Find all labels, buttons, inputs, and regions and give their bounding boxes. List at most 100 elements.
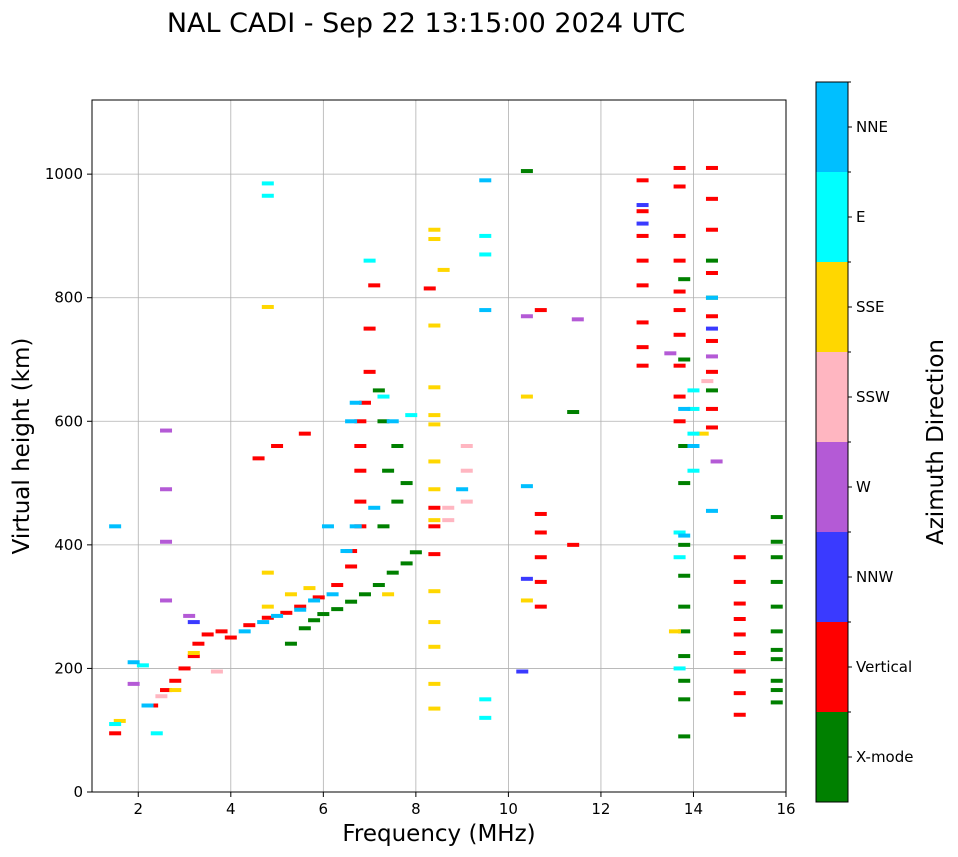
colorbar-segment <box>816 532 848 622</box>
data-point-vertical <box>636 258 649 263</box>
data-point-e <box>109 722 122 727</box>
data-point-vertical <box>673 289 686 294</box>
data-point-x-mode <box>391 499 404 504</box>
data-point-vertical <box>271 444 284 448</box>
data-point-vertical <box>673 419 686 424</box>
data-point-vertical <box>280 610 293 615</box>
data-point-vertical <box>428 505 441 510</box>
grid-lines <box>92 100 786 792</box>
data-point-nnw <box>636 203 649 208</box>
data-point-w <box>160 428 173 433</box>
data-point-vertical <box>733 650 746 655</box>
data-point-sse <box>428 422 441 427</box>
x-tick-label: 2 <box>133 800 143 818</box>
data-point-x-mode <box>409 550 422 555</box>
x-tick-label: 16 <box>776 800 795 818</box>
data-point-w <box>160 598 173 603</box>
data-point-x-mode <box>678 277 691 282</box>
data-point-sse <box>437 267 450 272</box>
x-tick-label: 10 <box>499 800 518 818</box>
data-point-vertical <box>178 666 191 671</box>
data-point-ssw <box>210 669 223 674</box>
data-point-w <box>520 314 533 319</box>
data-point-e <box>261 181 274 186</box>
colorbar-segment <box>816 82 848 172</box>
data-point-vertical <box>261 615 274 620</box>
data-point-e <box>377 394 390 399</box>
data-point-w <box>664 351 677 356</box>
data-point-ssw <box>701 379 714 384</box>
y-axis-ticks: 0 200 400 600 800 1000 <box>45 165 92 801</box>
data-point-ssw <box>460 444 473 448</box>
data-point-nne <box>456 487 469 492</box>
data-point-vertical <box>534 555 547 560</box>
data-point-vertical <box>705 406 718 411</box>
data-point-x-mode <box>284 641 297 646</box>
data-point-vertical <box>224 635 237 640</box>
data-point-vertical <box>534 308 547 313</box>
y-tick-label: 800 <box>54 289 83 307</box>
data-point-vertical <box>567 542 580 547</box>
colorbar-frame <box>815 81 849 803</box>
data-point-x-mode <box>770 539 783 544</box>
colorbar-segment <box>816 262 848 352</box>
data-point-vertical <box>705 165 718 170</box>
data-point-sse <box>284 592 297 597</box>
data-point-nne <box>479 308 492 313</box>
data-point-x-mode <box>678 573 691 578</box>
data-point-x-mode <box>391 444 404 448</box>
x-tick-label: 6 <box>319 800 329 818</box>
data-point-x-mode <box>345 599 358 604</box>
colorbar: X-mode Vertical NNW W SSW SSE E NNE <box>815 81 913 803</box>
data-point-x-mode <box>678 697 691 702</box>
data-point-nne <box>520 484 533 489</box>
data-point-w <box>127 681 140 686</box>
data-point-sse <box>303 586 316 591</box>
data-point-e <box>687 388 700 393</box>
data-point-vertical <box>201 632 214 637</box>
colorbar-title: Azimuth Direction <box>923 339 949 545</box>
data-point-vertical <box>673 258 686 263</box>
data-point-nnw <box>516 669 529 674</box>
data-point-e <box>405 413 418 418</box>
data-point-e <box>673 530 686 535</box>
colorbar-segment <box>816 172 848 262</box>
data-point-x-mode <box>770 657 783 662</box>
data-point-sse <box>696 431 709 436</box>
data-marks <box>109 165 783 739</box>
data-point-nnw <box>636 221 649 226</box>
data-point-vertical <box>705 425 718 430</box>
plot-frame <box>91 99 787 793</box>
data-point-e <box>479 697 492 702</box>
data-point-vertical <box>636 320 649 325</box>
data-point-vertical <box>354 468 367 473</box>
data-point-x-mode <box>331 607 344 612</box>
data-point-ssw <box>442 505 455 510</box>
data-point-x-mode <box>770 579 783 584</box>
data-point-e <box>363 258 376 263</box>
data-point-nnw <box>705 326 718 331</box>
data-point-vertical <box>534 604 547 609</box>
x-tick-label: 8 <box>411 800 421 818</box>
data-point-vertical <box>169 678 182 683</box>
data-point-vertical <box>673 394 686 399</box>
data-point-x-mode <box>678 357 691 362</box>
data-point-x-mode <box>298 626 311 631</box>
data-point-w <box>705 354 718 359</box>
data-point-vertical <box>192 641 205 646</box>
data-point-sse <box>428 385 441 390</box>
data-point-vertical <box>160 688 173 693</box>
y-axis-label: Virtual height (km) <box>9 338 35 555</box>
x-tick-label: 14 <box>684 800 703 818</box>
data-point-x-mode <box>678 654 691 659</box>
data-point-sse <box>428 323 441 328</box>
data-point-vertical <box>705 314 718 319</box>
data-point-e <box>673 666 686 671</box>
data-point-vertical <box>733 712 746 717</box>
data-point-nne <box>349 400 362 405</box>
data-point-vertical <box>673 165 686 170</box>
data-point-vertical <box>423 286 436 291</box>
y-tick-label: 1000 <box>45 165 83 183</box>
data-point-vertical <box>733 579 746 584</box>
data-point-e <box>150 731 163 736</box>
